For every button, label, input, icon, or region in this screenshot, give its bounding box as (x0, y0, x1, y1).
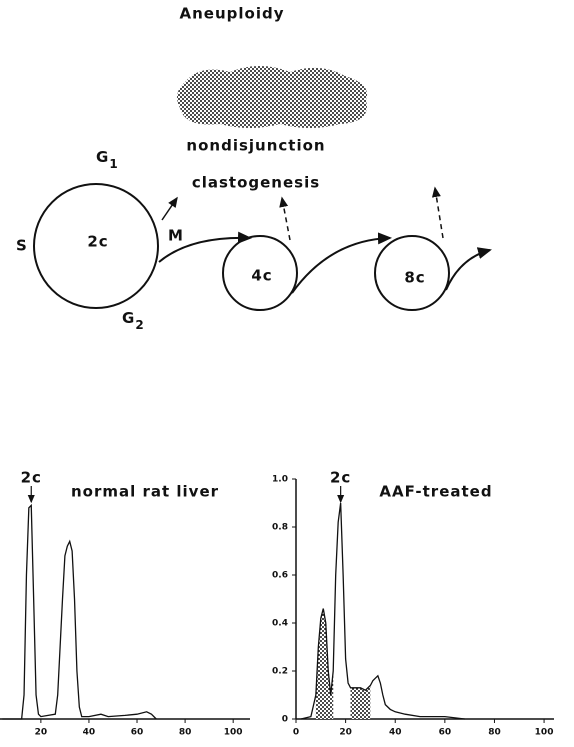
x-tick-label: 100 (535, 728, 554, 738)
chart-title: normal rat liver (71, 483, 219, 501)
phase-label: S (16, 237, 28, 255)
arrow-label: clastogenesis (192, 174, 320, 192)
cell-circle (222, 235, 298, 311)
arrow (158, 231, 252, 263)
annotation: 2c (21, 469, 42, 487)
diagram-title: Aneuploidy (180, 5, 285, 23)
phase-label: G (96, 148, 109, 166)
y-tick-label: 0 (282, 715, 288, 725)
phase-label: G1 (96, 148, 119, 171)
phase-subscript: 1 (109, 157, 118, 171)
cell-label: 8c (404, 269, 425, 287)
chart: 0 20 40 60 80 100 0 0.2 0.4 0.6 0.8 1.0 AAF-treated 2… (272, 469, 554, 738)
shaded-area (350, 685, 371, 719)
x-tick-label: 60 (131, 728, 144, 738)
x-tick-label: 20 (35, 728, 48, 738)
y-tick-label: 0.2 (272, 667, 288, 677)
phase-subscript: 2 (135, 318, 144, 332)
cell-circle (374, 235, 450, 311)
cell-label: 4c (251, 267, 272, 285)
cycle-diagram: Aneuploidy nondisjunction clastogenesis … (16, 5, 492, 332)
chart-title: AAF-treated (379, 483, 492, 501)
y-tick-label: 0.4 (272, 619, 288, 629)
dashed-arrow (279, 196, 291, 241)
x-tick-label: 80 (488, 728, 501, 738)
x-tick-label: 60 (439, 728, 452, 738)
histogram-line (300, 502, 465, 720)
cloud-label: nondisjunction (186, 137, 325, 155)
arrow (161, 196, 178, 221)
x-tick-label: 40 (389, 728, 402, 738)
cell-label: 2c (87, 233, 108, 251)
x-tick-label: 40 (83, 728, 96, 738)
cloud (176, 66, 368, 128)
phase-label: M (168, 227, 184, 245)
phase-label: G2 (122, 309, 145, 332)
x-tick-label: 80 (179, 728, 192, 738)
y-tick-label: 0.8 (272, 523, 288, 533)
dashed-arrow (431, 186, 444, 239)
y-tick-label: 1.0 (272, 475, 288, 485)
shaded-area (315, 608, 334, 719)
x-tick-label: 0 (293, 728, 299, 738)
x-tick-label: 20 (339, 728, 352, 738)
chart: 20 40 60 80 100 normal rat liver 2c (0, 469, 250, 738)
arrow (291, 232, 392, 294)
phase-label: G (122, 309, 135, 327)
histogram-line (2, 503, 157, 720)
x-tick-label: 100 (224, 728, 243, 738)
arrow (445, 247, 492, 291)
y-tick-label: 0.6 (272, 571, 288, 581)
cell-circle (33, 183, 159, 309)
annotation: 2c (330, 469, 351, 487)
